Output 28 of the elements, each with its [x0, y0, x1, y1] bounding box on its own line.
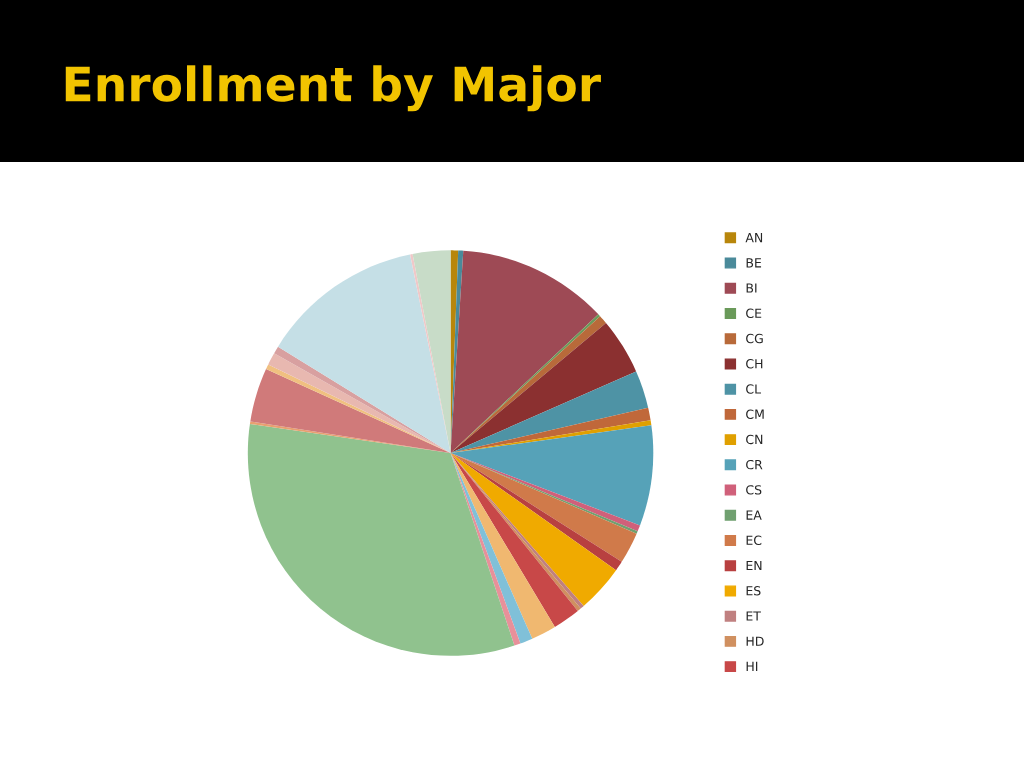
legend-label: EN	[746, 560, 762, 571]
pie-slice	[450, 425, 654, 526]
pie-slice	[247, 423, 515, 656]
legend-label: CS	[746, 485, 762, 495]
legend-label: EC	[746, 535, 762, 546]
legend-label: BE	[746, 258, 762, 268]
legend-label: CE	[746, 308, 762, 319]
legend-label: CN	[746, 434, 763, 445]
pie-slice	[450, 371, 649, 454]
pie-slice	[450, 250, 599, 454]
legend-label: EA	[746, 510, 762, 520]
legend-label: AN	[745, 233, 763, 243]
legend-label: CL	[746, 384, 762, 394]
legend-label: ES	[746, 586, 761, 596]
legend-label: BI	[746, 283, 757, 293]
legend-label: HD	[746, 636, 764, 646]
legend-label: CR	[746, 459, 763, 470]
pie-slice	[450, 453, 617, 607]
pie-slice	[450, 322, 637, 454]
legend-label: HI	[746, 661, 758, 671]
pie-slice	[450, 453, 555, 639]
pie-slice	[450, 453, 533, 644]
chart-title: Enrollment by Major	[65, 65, 601, 112]
pie-slice	[278, 254, 451, 454]
legend-label: CG	[746, 333, 763, 344]
legend-label: CH	[746, 359, 763, 369]
legend-label: ET	[746, 611, 761, 621]
legend-label: CM	[746, 409, 764, 419]
